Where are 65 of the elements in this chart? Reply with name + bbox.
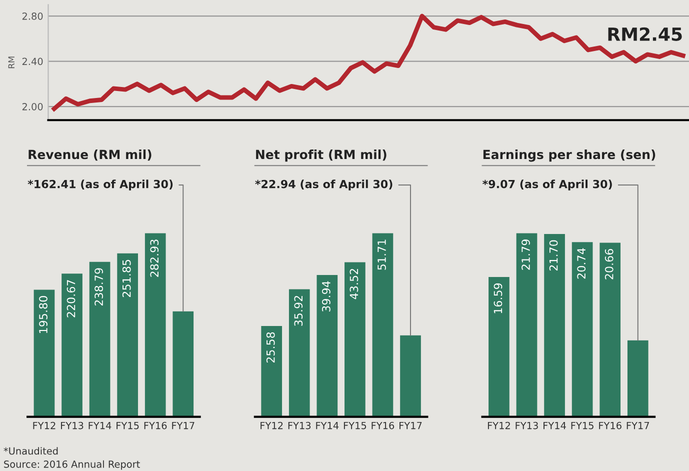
data-label: 16.59 [494, 283, 502, 314]
x-tick-label: FY12 [488, 422, 510, 430]
x-tick-label: FY15 [344, 422, 366, 430]
annotation: *22.94 (as of April 30) [255, 180, 392, 190]
data-label: 43.52 [350, 268, 358, 300]
data-label: 25.58 [266, 332, 275, 363]
bar [400, 335, 421, 417]
x-tick-label: FY17 [400, 422, 422, 430]
x-tick-label: FY15 [571, 422, 594, 430]
x-tick-label: FY14 [316, 422, 339, 430]
data-label: 20.74 [577, 248, 586, 279]
annotation: RM2.45 [608, 27, 682, 42]
annotation: *162.41 (as of April 30) [28, 180, 173, 190]
bar [62, 274, 82, 417]
chart-title: Earnings per share (sen) [483, 150, 656, 162]
line-series [52, 14, 686, 112]
x-tick-label: FY14 [88, 422, 112, 430]
data-label: 282.93 [150, 240, 159, 277]
data-label: 20.66 [604, 249, 614, 280]
x-tick-label: FY17 [626, 422, 649, 430]
x-tick-label: FY17 [172, 422, 194, 430]
x-tick-label: FY16 [599, 422, 622, 430]
x-tick-label: FY12 [33, 422, 56, 430]
annotation: *9.07 (as of April 30) [482, 180, 612, 190]
bar [144, 233, 166, 417]
data-label: 220.67 [66, 280, 76, 318]
bar [488, 277, 510, 417]
x-tick-label: FY15 [116, 422, 139, 430]
bar [600, 242, 621, 417]
x-tick-label: FY12 [260, 422, 283, 430]
bar [89, 262, 110, 417]
bar [572, 242, 593, 417]
text: *Unaudited [4, 447, 58, 455]
bar [372, 233, 394, 417]
x-tick-label: FY13 [288, 422, 311, 430]
bar [34, 290, 55, 417]
data-label: 35.92 [294, 296, 303, 326]
y-tick-label: 2.00 [22, 103, 43, 110]
bar [172, 311, 194, 417]
bar [288, 289, 310, 417]
chart-title: Revenue (RM mil) [28, 150, 152, 161]
data-label: 51.71 [378, 240, 386, 270]
bar [544, 234, 565, 417]
data-label: 21.70 [549, 240, 558, 271]
source-note: Source: 2016 Annual Report [4, 460, 140, 470]
data-label: 39.94 [322, 281, 330, 312]
x-tick-label: FY16 [372, 422, 394, 430]
x-tick-label: FY13 [516, 422, 538, 430]
bar [516, 233, 538, 417]
y-tick-label: 2.40 [22, 58, 43, 66]
chart-title: Net profit (RM mil) [256, 150, 386, 162]
y-axis-title: RM [8, 56, 14, 68]
bar [117, 253, 138, 417]
data-label: 21.79 [522, 240, 530, 270]
x-tick-label: FY13 [61, 422, 84, 430]
data-label: 195.80 [39, 296, 48, 333]
bar [316, 275, 338, 417]
y-tick-label: 2.80 [22, 12, 43, 20]
x-tick-label: FY14 [544, 422, 566, 430]
x-tick-label: FY16 [144, 422, 167, 430]
data-label: 238.79 [94, 268, 104, 306]
bar [344, 262, 366, 417]
bar [261, 326, 282, 417]
data-label: 251.85 [122, 260, 131, 298]
bar [627, 340, 648, 417]
